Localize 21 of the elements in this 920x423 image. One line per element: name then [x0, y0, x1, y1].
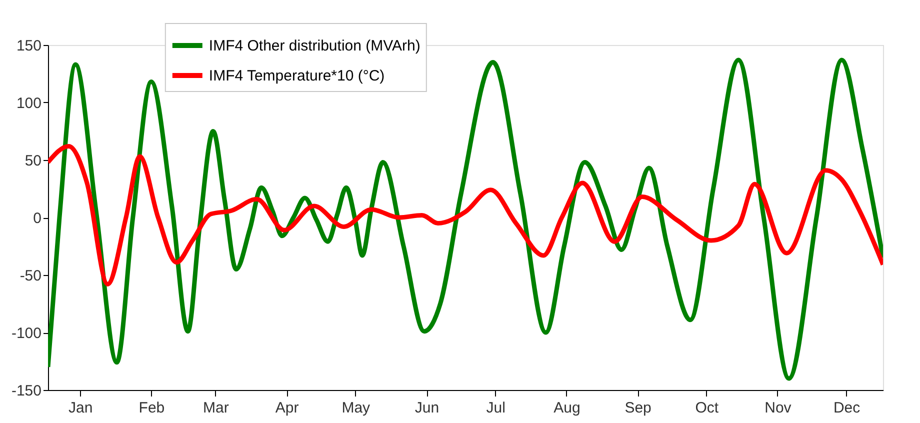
x-tick-label: Apr: [275, 400, 299, 416]
x-tick-label: May: [342, 400, 371, 416]
x-tick-label: Sep: [624, 400, 652, 416]
y-tick-label: -100: [11, 325, 42, 342]
y-tick-label: -50: [20, 268, 42, 284]
x-tick-label: Nov: [764, 400, 792, 416]
x-tick-label: Jul: [486, 400, 506, 416]
x-tick-label: Mar: [203, 400, 229, 416]
legend-label: IMF4 Other distribution (MVArh): [208, 38, 420, 54]
x-tick-label: Jun: [414, 400, 440, 416]
x-tick-label: Oct: [695, 400, 720, 416]
x-tick-label: Aug: [554, 400, 580, 416]
legend-label: IMF4 Temperature*10 (°C): [208, 68, 385, 84]
y-tick-label: 0: [33, 210, 42, 227]
x-tick-label: Jan: [68, 400, 93, 416]
y-tick-label: -150: [11, 382, 42, 400]
x-tick-label: Feb: [138, 400, 165, 416]
y-tick-label: 100: [16, 95, 42, 112]
y-tick-label: 150: [16, 38, 42, 54]
y-tick-label: 50: [24, 152, 42, 170]
x-tick-label: Dec: [833, 400, 861, 416]
